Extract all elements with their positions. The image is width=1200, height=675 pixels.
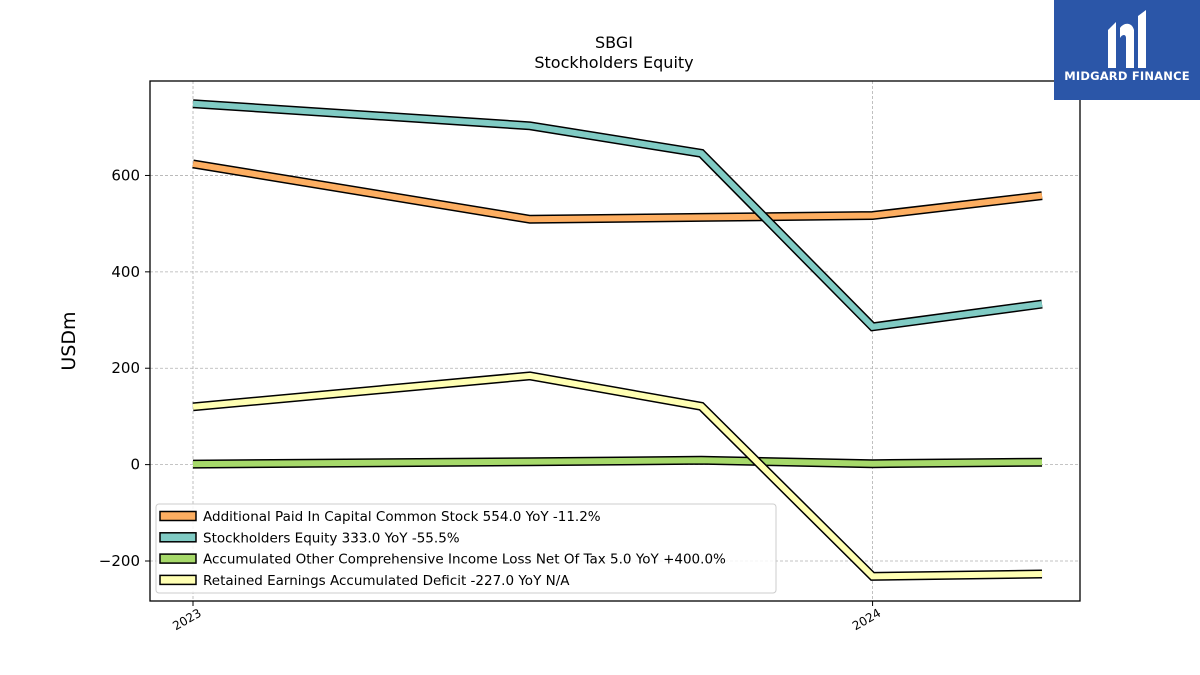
y-tick-label: 200 xyxy=(111,359,140,377)
legend: Additional Paid In Capital Common Stock … xyxy=(155,503,777,594)
brand-mark-icon xyxy=(1108,10,1146,68)
legend-box xyxy=(155,503,777,594)
legend-swatch xyxy=(159,553,197,564)
brand-name: MIDGARD FINANCE xyxy=(1064,69,1190,83)
legend-label: Stockholders Equity 333.0 YoY -55.5% xyxy=(203,530,460,546)
legend-swatch xyxy=(159,574,197,586)
chart-title: SBGI xyxy=(595,33,633,52)
series-group xyxy=(192,99,1043,581)
legend-swatch xyxy=(159,510,197,522)
legend-label: Retained Earnings Accumulated Deficit -2… xyxy=(203,573,570,589)
series-line xyxy=(192,160,1043,223)
y-axis-label: USDm xyxy=(58,311,80,370)
series-line xyxy=(192,100,1043,330)
legend-swatch xyxy=(159,532,197,543)
legend-label: Accumulated Other Comprehensive Income L… xyxy=(203,552,726,568)
series-line xyxy=(192,372,1043,580)
y-tick-label: 0 xyxy=(130,456,140,474)
legend-label: Additional Paid In Capital Common Stock … xyxy=(203,509,601,525)
series-line xyxy=(192,457,1043,468)
brand-logo: MIDGARD FINANCE xyxy=(1054,0,1200,100)
x-tick-label: 2024 xyxy=(850,606,883,633)
x-tick-label: 2023 xyxy=(170,606,203,633)
chart-subtitle: Stockholders Equity xyxy=(534,53,693,72)
plot-frame xyxy=(149,80,1081,602)
y-tick-label: 600 xyxy=(111,166,140,184)
y-tick-label: 400 xyxy=(111,263,140,281)
y-tick-label: −200 xyxy=(99,552,140,570)
